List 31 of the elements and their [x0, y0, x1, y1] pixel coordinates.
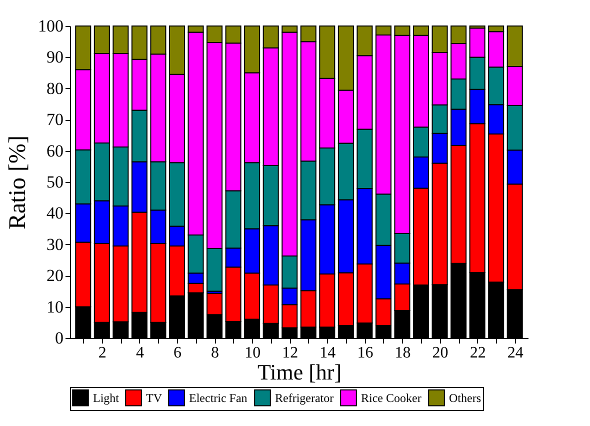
y-axis-title: Ratio [%] [5, 136, 31, 230]
x-tick-label: 12 [282, 344, 298, 362]
y-tick-label: 40 [46, 204, 64, 223]
x-axis-title: Time [hr] [257, 360, 342, 384]
x-tick-label: 16 [357, 344, 374, 362]
x-tick-label: 18 [394, 344, 411, 362]
x-tick-label: 24 [507, 344, 524, 362]
legend-label: Electric Fan [189, 390, 248, 405]
x-tick-label: 8 [211, 344, 220, 362]
legend-label: TV [146, 390, 162, 405]
y-tick-label: 10 [46, 297, 64, 316]
x-tick-label: 4 [136, 344, 144, 362]
y-tick-label: 0 [55, 328, 64, 348]
x-tick-label: 20 [432, 344, 448, 362]
y-tick-label: 50 [46, 172, 64, 192]
y-tick-label: 70 [46, 110, 64, 130]
legend-label: Others [449, 390, 482, 405]
y-tick-label: 20 [46, 266, 64, 286]
x-tick-label: 2 [98, 344, 106, 362]
y-tick-label: 80 [46, 78, 64, 98]
legend-label: Light [93, 390, 120, 405]
x-tick-label: 6 [173, 344, 182, 362]
legend-label: Refrigerator [275, 390, 334, 405]
legend-label: Rice Cooker [361, 390, 422, 405]
y-tick-label: 30 [46, 234, 64, 254]
x-tick-label: 10 [244, 344, 261, 362]
x-tick-label: 14 [320, 344, 336, 362]
y-tick-label: 90 [46, 48, 64, 67]
y-tick-label: 100 [38, 16, 64, 36]
y-tick-label: 60 [46, 141, 64, 160]
x-tick-label: 22 [470, 344, 486, 362]
